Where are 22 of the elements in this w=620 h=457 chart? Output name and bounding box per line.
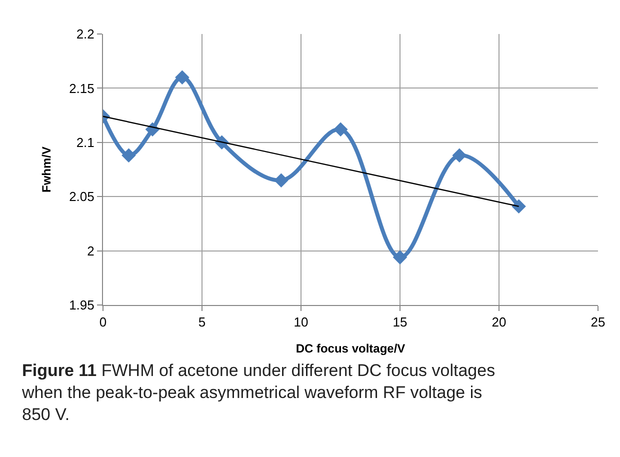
y-tick-label: 1.95 — [69, 298, 94, 313]
x-tick-label: 15 — [392, 314, 408, 330]
y-tick-label: 2.1 — [76, 134, 94, 150]
point — [452, 148, 467, 163]
y-tick-label: 2.05 — [69, 189, 94, 204]
y-tick-label: 2 — [87, 243, 94, 258]
point — [175, 70, 190, 85]
x-tick-label: 10 — [294, 314, 308, 330]
y-tick-label: 2.2 — [76, 26, 94, 42]
caption: Figure 11 FWHM of acetone under different DC focus voltages when the peak-to-peak asymmetrical waveform RF voltage is 850 V. — [21, 361, 496, 424]
x-tick-label: 25 — [590, 314, 606, 330]
point — [392, 250, 408, 264]
point — [122, 148, 136, 163]
y-axis-title: Fwhm/V — [39, 146, 54, 193]
point — [512, 199, 526, 214]
x-axis-title: DC focus voltage/V — [296, 342, 406, 356]
point — [274, 173, 288, 188]
x-tick-label: 0 — [99, 314, 107, 330]
x-tick-label: 5 — [198, 314, 206, 330]
x-tick-label: 20 — [492, 314, 506, 330]
y-tick-label: 2.15 — [69, 80, 94, 96]
point — [333, 122, 348, 137]
